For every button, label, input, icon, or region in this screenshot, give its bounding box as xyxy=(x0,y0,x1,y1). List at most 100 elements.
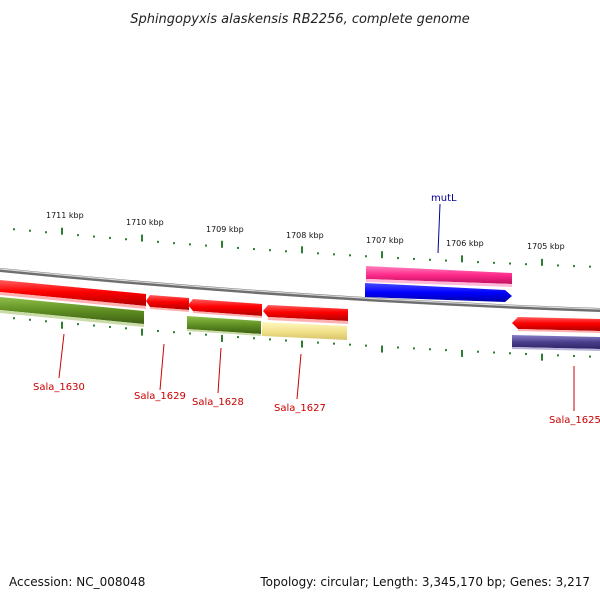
minor-tick xyxy=(269,338,271,341)
minor-tick xyxy=(77,323,79,326)
gene-label-sala-1628[interactable]: Sala_1628 xyxy=(192,397,244,408)
genome-summary-text: Topology: circular; Length: 3,345,170 bp… xyxy=(259,575,590,589)
gene-sala-1627-arrow[interactable] xyxy=(263,305,348,324)
gene-sala-1625-arrow[interactable] xyxy=(512,317,600,333)
minor-tick xyxy=(365,255,367,258)
major-tick xyxy=(381,345,383,353)
major-tick xyxy=(461,255,463,263)
scale-label-1709: 1709 kbp xyxy=(206,225,244,234)
minor-tick xyxy=(589,265,591,268)
minor-tick xyxy=(45,231,47,234)
gene-sala-1630-cog[interactable] xyxy=(0,297,144,327)
gene-labels: Sala_1630 Sala_1629 Sala_1628 Sala_1627 … xyxy=(33,193,600,426)
minor-tick xyxy=(445,349,447,352)
minor-tick xyxy=(93,324,95,327)
minor-tick xyxy=(589,355,591,358)
gene-sala-1628-cog[interactable] xyxy=(187,316,261,336)
scale-label-1707: 1707 kbp xyxy=(366,236,404,245)
minor-tick xyxy=(77,234,79,237)
minor-tick xyxy=(269,249,271,252)
minor-tick xyxy=(13,228,15,231)
minor-tick xyxy=(413,257,415,260)
gene-sala-1629-arrow[interactable] xyxy=(146,295,189,312)
minor-tick xyxy=(189,243,191,246)
scale-label-1710: 1710 kbp xyxy=(126,218,164,227)
minor-tick xyxy=(333,342,335,345)
minor-tick xyxy=(253,337,255,340)
reverse-strand-genes xyxy=(0,280,600,333)
minor-tick xyxy=(317,252,319,255)
gene-label-mutl[interactable]: mutL xyxy=(431,193,457,204)
minor-tick xyxy=(237,246,239,249)
minor-tick xyxy=(125,238,127,241)
major-tick xyxy=(61,321,63,329)
minor-tick xyxy=(13,317,15,320)
gene-label-sala-1629[interactable]: Sala_1629 xyxy=(134,391,186,402)
minor-tick xyxy=(525,352,527,355)
genome-backbone xyxy=(0,268,600,312)
gene-mutl-arrow[interactable] xyxy=(366,266,512,287)
gene-sala-1627-cog[interactable] xyxy=(262,322,347,340)
minor-tick xyxy=(573,354,575,357)
major-tick xyxy=(221,334,223,342)
minor-tick xyxy=(349,343,351,346)
minor-tick xyxy=(493,351,495,354)
minor-tick xyxy=(493,261,495,264)
accession-text: Accession: NC_008048 xyxy=(9,575,145,589)
minor-tick xyxy=(397,346,399,349)
minor-tick xyxy=(173,242,175,245)
kbp-scale-labels: 1711 kbp 1710 kbp 1709 kbp 1708 kbp 1707… xyxy=(46,211,565,251)
gene-label-sala-1627[interactable]: Sala_1627 xyxy=(274,403,326,414)
major-tick xyxy=(381,251,383,259)
minor-tick xyxy=(477,261,479,264)
minor-tick xyxy=(189,332,191,335)
minor-tick xyxy=(365,344,367,347)
minor-tick xyxy=(509,262,511,265)
lower-scale-ticks xyxy=(13,317,591,361)
genome-title: Sphingopyxis alaskensis RB2256, complete… xyxy=(130,12,470,27)
major-tick xyxy=(221,240,223,248)
gene-label-sala-1630[interactable]: Sala_1630 xyxy=(33,382,85,393)
scale-label-1706: 1706 kbp xyxy=(446,239,484,248)
leader-sala-1629 xyxy=(159,343,165,391)
major-tick xyxy=(61,227,63,235)
major-tick xyxy=(461,349,463,357)
scale-label-1711: 1711 kbp xyxy=(46,211,84,220)
scale-label-1708: 1708 kbp xyxy=(286,231,324,240)
major-tick xyxy=(541,258,543,266)
scale-label-1705: 1705 kbp xyxy=(527,242,565,251)
minor-tick xyxy=(349,254,351,257)
minor-tick xyxy=(125,327,127,330)
minor-tick xyxy=(557,264,559,267)
leader-sala-1628 xyxy=(217,347,222,394)
minor-tick xyxy=(477,350,479,353)
minor-tick xyxy=(333,253,335,256)
gene-sala-1625-cog[interactable] xyxy=(512,335,600,351)
minor-tick xyxy=(317,341,319,344)
minor-tick xyxy=(413,347,415,350)
gene-blue-arrow[interactable] xyxy=(365,283,512,302)
minor-tick xyxy=(557,354,559,357)
minor-tick xyxy=(509,352,511,355)
leader-sala-1627 xyxy=(296,353,302,400)
gene-label-sala-1625[interactable]: Sala_1625 xyxy=(549,415,600,426)
major-tick xyxy=(301,340,303,348)
upper-scale-ticks xyxy=(13,227,591,268)
minor-tick xyxy=(45,320,47,323)
major-tick xyxy=(301,246,303,254)
minor-tick xyxy=(573,265,575,268)
minor-tick xyxy=(237,336,239,339)
major-tick xyxy=(541,353,543,361)
minor-tick xyxy=(253,248,255,251)
cog-category-row xyxy=(0,297,600,351)
minor-tick xyxy=(205,333,207,336)
minor-tick xyxy=(445,259,447,262)
leader-sala-1630 xyxy=(58,333,65,379)
minor-tick xyxy=(109,236,111,239)
gene-sala-1628-arrow[interactable] xyxy=(188,299,262,318)
major-tick xyxy=(141,234,143,242)
minor-tick xyxy=(429,348,431,351)
leader-mutl xyxy=(437,203,441,254)
gene-sala-1630-arrow[interactable] xyxy=(0,280,146,309)
